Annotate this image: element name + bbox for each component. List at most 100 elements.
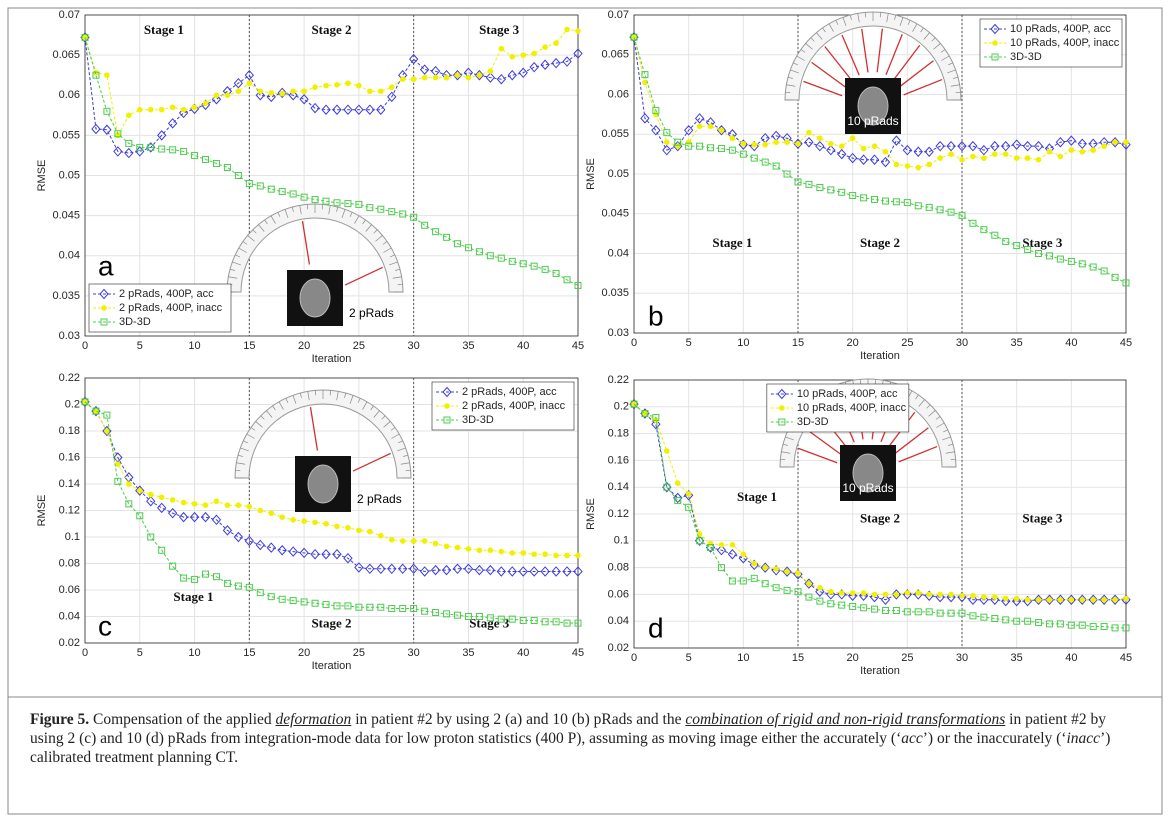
marker <box>224 92 231 99</box>
beam-arrow <box>806 428 842 455</box>
marker <box>419 566 430 577</box>
marker <box>573 48 583 59</box>
marker <box>891 589 902 600</box>
marker <box>158 494 165 501</box>
protractor-tick <box>229 268 235 271</box>
y-tick-label: 0.08 <box>608 562 629 574</box>
marker <box>311 196 319 204</box>
x-tick-label: 35 <box>1011 337 1023 349</box>
marker <box>981 155 987 161</box>
marker <box>795 570 801 576</box>
marker <box>288 89 298 101</box>
y-tick-label: 0.06 <box>59 89 80 101</box>
marker <box>1033 594 1044 606</box>
marker <box>453 611 461 619</box>
y-tick-label: 0.18 <box>59 425 80 437</box>
y-tick-label: 0.12 <box>59 504 80 516</box>
beam-arrow <box>352 452 391 472</box>
marker <box>388 605 396 613</box>
protractor-tick <box>948 62 953 66</box>
marker <box>562 566 572 577</box>
marker <box>640 113 650 124</box>
marker <box>542 551 548 558</box>
protractor-tick <box>857 13 860 23</box>
protractor-tick <box>336 206 339 212</box>
marker <box>365 104 375 115</box>
marker <box>937 591 943 598</box>
marker <box>739 150 747 158</box>
marker <box>266 91 276 103</box>
marker <box>158 546 166 554</box>
marker <box>212 159 220 167</box>
stage-label: Stage 2 <box>311 615 351 630</box>
marker <box>530 616 538 624</box>
y-tick-label: 0.05 <box>59 169 80 181</box>
marker <box>892 198 900 206</box>
marker <box>915 164 922 171</box>
beam-arrow <box>811 61 847 88</box>
marker <box>880 156 891 168</box>
protractor-tick <box>264 219 268 225</box>
beam-arrow <box>885 33 903 76</box>
protractor-tick <box>291 206 294 212</box>
marker <box>970 153 976 160</box>
marker <box>410 213 418 221</box>
marker <box>465 546 472 552</box>
protractor-tick <box>247 235 255 242</box>
protractor-tick <box>383 247 392 253</box>
marker <box>419 64 430 75</box>
marker <box>104 428 110 434</box>
marker <box>664 448 670 454</box>
marker <box>1024 246 1032 254</box>
y-tick-label: 0.07 <box>608 9 629 21</box>
marker <box>959 156 965 163</box>
marker <box>531 551 537 558</box>
protractor-tick <box>390 254 395 258</box>
marker <box>992 594 998 600</box>
marker <box>255 89 265 101</box>
marker <box>268 90 275 96</box>
marker <box>1001 595 1011 607</box>
marker <box>541 265 549 273</box>
protractor-tick <box>292 395 297 404</box>
marker <box>191 501 198 507</box>
marker <box>728 577 736 585</box>
marker <box>717 564 725 572</box>
marker <box>81 33 89 41</box>
x-tick-label: 35 <box>1011 652 1023 664</box>
legend-label: 3D-3D <box>119 316 151 328</box>
marker <box>575 28 581 34</box>
marker <box>979 144 989 156</box>
marker <box>936 206 944 214</box>
marker <box>729 135 736 142</box>
marker <box>685 142 693 150</box>
x-axis-label: Iteration <box>312 353 352 365</box>
marker <box>158 145 166 153</box>
y-tick-label: 0.02 <box>608 642 629 654</box>
marker <box>1101 143 1107 149</box>
panel-label: a <box>98 250 114 281</box>
beam-arrow <box>898 445 938 463</box>
protractor-tick <box>272 405 276 411</box>
protractor-tick <box>391 433 400 439</box>
marker <box>233 531 244 543</box>
marker <box>246 503 253 510</box>
protractor-tick <box>785 436 794 441</box>
marker <box>716 544 727 556</box>
marker <box>1079 148 1086 155</box>
marker <box>421 538 428 544</box>
x-axis-label: Iteration <box>860 350 900 362</box>
protractor-tick <box>397 447 406 452</box>
marker <box>980 613 988 621</box>
marker <box>826 589 836 600</box>
marker <box>136 143 144 151</box>
legend-marker <box>99 288 109 300</box>
caption-text: in patient #2 by using 2 (c) and 10 (d) … <box>30 711 1107 747</box>
marker <box>1110 136 1120 148</box>
marker <box>529 566 539 577</box>
marker <box>290 516 296 523</box>
marker <box>838 143 845 149</box>
marker <box>246 80 253 87</box>
x-tick-label: 0 <box>631 652 637 664</box>
marker <box>508 615 516 623</box>
